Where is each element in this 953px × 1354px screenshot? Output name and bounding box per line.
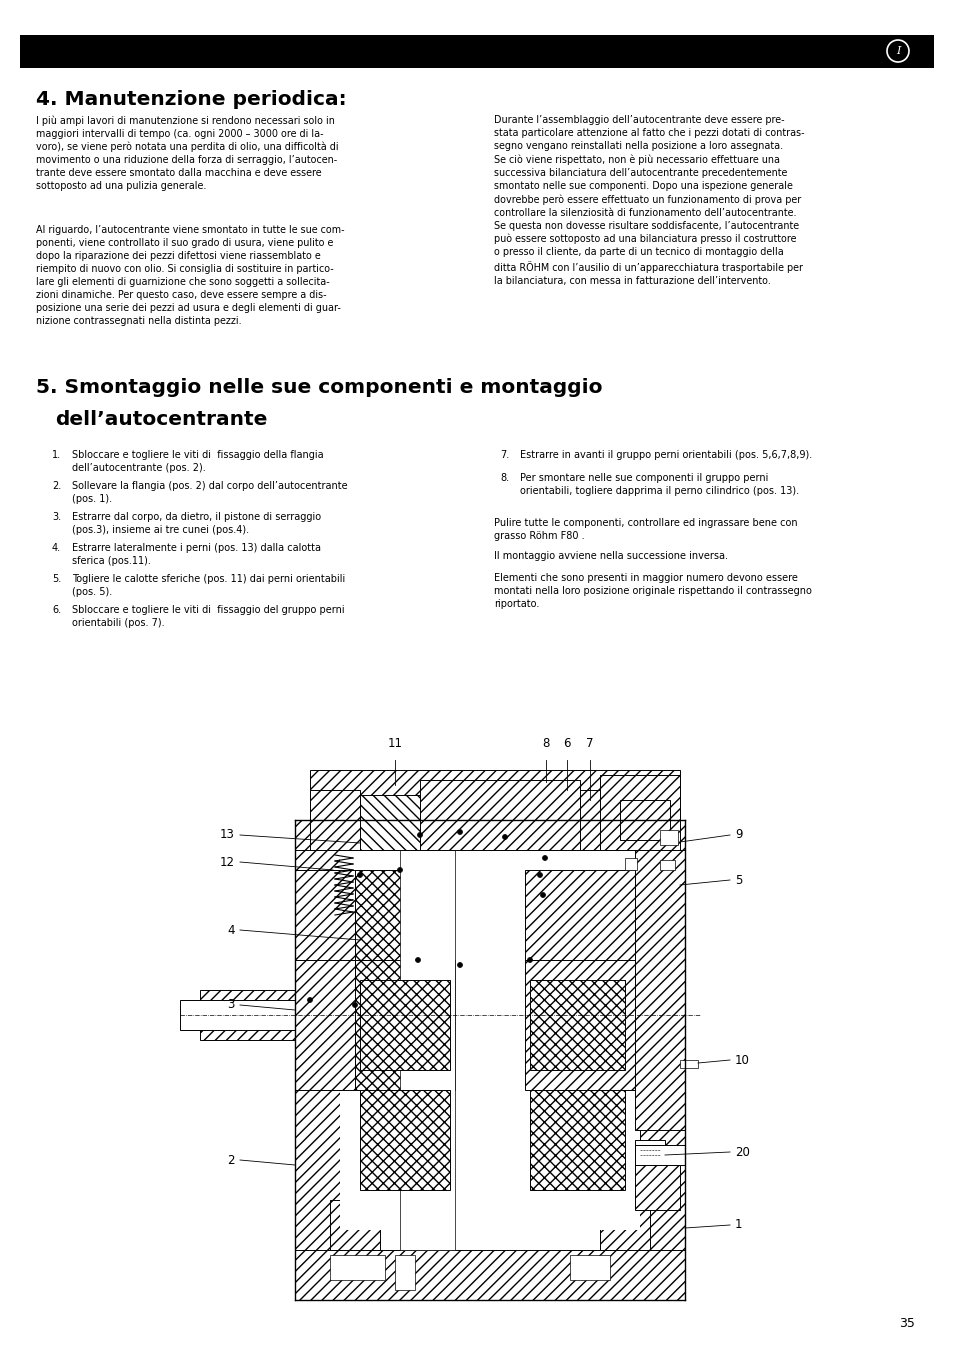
Bar (530, 1090, 624, 1190)
Text: I: I (895, 46, 900, 56)
Text: 12: 12 (220, 856, 234, 868)
Text: Per smontare nelle sue componenti il gruppo perni
orientabili, togliere dapprima: Per smontare nelle sue componenti il gru… (519, 474, 799, 497)
Text: 2: 2 (227, 1154, 234, 1167)
Circle shape (417, 833, 422, 838)
Bar (294, 821, 684, 850)
Bar (524, 871, 635, 960)
Text: I più ampi lavori di manutenzione si rendono necessari solo in
maggiori interval: I più ampi lavori di manutenzione si ren… (36, 115, 338, 191)
Circle shape (457, 963, 462, 968)
Text: 1.: 1. (52, 450, 61, 460)
Bar (330, 1255, 385, 1280)
Bar (200, 990, 294, 1040)
Text: 6: 6 (562, 737, 570, 750)
Bar (659, 830, 678, 845)
Bar (419, 780, 579, 850)
Text: 6.: 6. (52, 605, 61, 615)
Text: Estrarre in avanti il gruppo perni orientabili (pos. 5,6,7,8,9).: Estrarre in avanti il gruppo perni orien… (519, 450, 811, 460)
Circle shape (527, 957, 532, 963)
Circle shape (457, 830, 462, 834)
Text: 9: 9 (734, 829, 741, 841)
Text: 2.: 2. (52, 481, 61, 492)
Bar (635, 1145, 684, 1164)
Bar (339, 850, 639, 1229)
Bar (359, 980, 450, 1070)
Bar (635, 1140, 664, 1164)
Text: Al riguardo, l’autocentrante viene smontato in tutte le sue com-
ponenti, viene : Al riguardo, l’autocentrante viene smont… (36, 225, 344, 326)
Bar (330, 1200, 379, 1250)
Text: Pulire tutte le componenti, controllare ed ingrassare bene con
grasso Röhm F80 .: Pulire tutte le componenti, controllare … (494, 519, 797, 542)
Bar (294, 821, 339, 1270)
Bar (294, 960, 355, 1090)
Text: 1: 1 (734, 1219, 741, 1232)
Bar (569, 1255, 609, 1280)
Text: Estrarre dal corpo, da dietro, il pistone di serraggio
(pos.3), insieme ai tre c: Estrarre dal corpo, da dietro, il piston… (71, 512, 321, 535)
Text: Sollevare la flangia (pos. 2) dal corpo dell’autocentrante
(pos. 1).: Sollevare la flangia (pos. 2) dal corpo … (71, 481, 347, 504)
Bar (679, 1060, 698, 1068)
Circle shape (357, 872, 362, 877)
Bar (294, 871, 684, 960)
Circle shape (416, 957, 420, 963)
Text: 8: 8 (541, 737, 549, 750)
Text: 3.: 3. (52, 512, 61, 523)
Bar (310, 770, 679, 850)
Text: 7: 7 (586, 737, 593, 750)
Bar (355, 960, 455, 1090)
Text: Sbloccare e togliere le viti di  fissaggio del gruppo perni
orientabili (pos. 7): Sbloccare e togliere le viti di fissaggi… (71, 605, 344, 628)
Bar (310, 789, 359, 850)
Circle shape (540, 892, 545, 898)
Bar (180, 1001, 294, 1030)
Bar (619, 800, 669, 839)
Bar (624, 858, 637, 871)
Circle shape (542, 856, 547, 861)
Bar (635, 1164, 679, 1210)
Bar (355, 871, 444, 960)
Text: 13: 13 (220, 829, 234, 841)
Bar (524, 960, 635, 1090)
Text: Il montaggio avviene nella successione inversa.: Il montaggio avviene nella successione i… (494, 551, 727, 562)
Text: 4. Manutenzione periodica:: 4. Manutenzione periodica: (36, 89, 346, 110)
Bar (599, 774, 679, 850)
Text: 3: 3 (228, 998, 234, 1011)
Text: Estrarre lateralmente i perni (pos. 13) dalla calotta
sferica (pos.11).: Estrarre lateralmente i perni (pos. 13) … (71, 543, 320, 566)
Bar (359, 795, 419, 850)
Text: 11: 11 (387, 737, 402, 750)
Bar (635, 850, 684, 1131)
Text: 4: 4 (227, 923, 234, 937)
Text: 5. Smontaggio nelle sue componenti e montaggio: 5. Smontaggio nelle sue componenti e mon… (36, 378, 602, 397)
Bar (530, 980, 624, 1070)
Bar (359, 1090, 450, 1190)
Circle shape (397, 868, 402, 872)
Text: 20: 20 (734, 1145, 749, 1159)
Bar (395, 1255, 415, 1290)
Text: 35: 35 (898, 1317, 914, 1330)
Bar (294, 960, 684, 1090)
Text: 10: 10 (734, 1053, 749, 1067)
Text: Sbloccare e togliere le viti di  fissaggio della flangia
dell’autocentrante (pos: Sbloccare e togliere le viti di fissaggi… (71, 450, 323, 473)
Text: 5.: 5. (52, 574, 61, 584)
Bar (20, 35, 933, 68)
Text: 4.: 4. (52, 543, 61, 552)
Bar (639, 821, 684, 1270)
Bar (294, 871, 355, 960)
Bar (294, 1250, 684, 1300)
Circle shape (537, 872, 542, 877)
Text: dell’autocentrante: dell’autocentrante (55, 410, 267, 429)
Bar (579, 789, 599, 850)
Text: 7.: 7. (499, 450, 509, 460)
Bar (599, 1200, 649, 1250)
Circle shape (352, 1002, 357, 1007)
Text: Elementi che sono presenti in maggior numero devono essere
montati nella loro po: Elementi che sono presenti in maggior nu… (494, 573, 811, 608)
Circle shape (886, 41, 908, 62)
Text: 8.: 8. (499, 474, 509, 483)
Bar (399, 850, 455, 1250)
Circle shape (307, 998, 313, 1002)
Text: Togliere le calotte sferiche (pos. 11) dai perni orientabili
(pos. 5).: Togliere le calotte sferiche (pos. 11) d… (71, 574, 345, 597)
Text: 5: 5 (734, 873, 741, 887)
Bar (659, 860, 675, 871)
Text: Durante l’assemblaggio dell’autocentrante deve essere pre-
stata particolare att: Durante l’assemblaggio dell’autocentrant… (494, 115, 803, 286)
Circle shape (502, 834, 507, 839)
